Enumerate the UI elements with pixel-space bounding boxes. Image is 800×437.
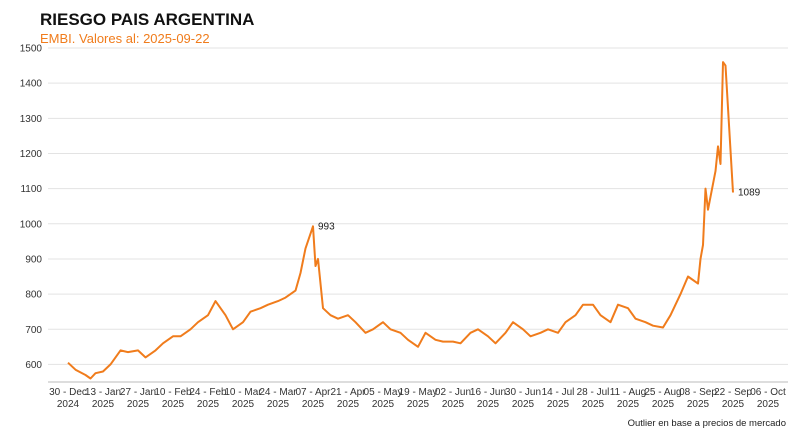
x-tick-year: 2025 xyxy=(512,399,535,410)
x-tick-label: 10 - Mar xyxy=(224,387,262,398)
x-tick-label: 24 - Mar xyxy=(259,387,297,398)
x-tick-year: 2025 xyxy=(267,399,290,410)
y-tick-label: 900 xyxy=(25,254,42,265)
x-tick-label: 16 - Jun xyxy=(470,387,506,398)
y-axis: 600 700 800 900 1000 1100 1200 1300 1400 1500 xyxy=(20,44,43,371)
x-tick-year: 2025 xyxy=(722,399,745,410)
x-tick-label: 28 - Jul xyxy=(577,387,610,398)
y-tick-label: 800 xyxy=(25,290,42,301)
x-tick-year: 2025 xyxy=(477,399,500,410)
x-tick-label: 05 - May xyxy=(364,387,403,398)
x-tick-label: 08 - Sep xyxy=(679,387,717,398)
x-tick-year: 2025 xyxy=(372,399,395,410)
x-tick-year: 2025 xyxy=(757,399,780,410)
x-tick-year: 2025 xyxy=(442,399,465,410)
x-tick-year: 2025 xyxy=(617,399,640,410)
x-tick-year: 2025 xyxy=(582,399,605,410)
x-tick-label: 30 - Dec xyxy=(49,387,87,398)
chart-title: RIESGO PAIS ARGENTINA xyxy=(40,10,255,29)
y-tick-label: 600 xyxy=(25,360,42,371)
y-tick-label: 1100 xyxy=(20,184,42,195)
chart-footnote: Outlier en base a precios de mercado xyxy=(627,418,786,429)
x-tick-label: 06 - Oct xyxy=(750,387,786,398)
x-tick-label: 21 - Apr xyxy=(330,387,366,398)
x-tick-label: 27 - Jan xyxy=(120,387,156,398)
x-tick-year: 2025 xyxy=(687,399,710,410)
y-tick-label: 1200 xyxy=(20,149,43,160)
gridlines xyxy=(48,47,788,383)
x-tick-year: 2025 xyxy=(337,399,360,410)
x-tick-label: 24 - Feb xyxy=(189,387,227,398)
chart-subtitle: EMBI. Valores al: 2025-09-22 xyxy=(40,31,210,46)
x-tick-label: 02 - Jun xyxy=(435,387,471,398)
x-tick-label: 22 - Sep xyxy=(714,387,752,398)
x-tick-label: 30 - Jun xyxy=(505,387,541,398)
y-tick-label: 1300 xyxy=(20,114,43,125)
value-annotation: 1089 xyxy=(738,187,761,198)
y-tick-label: 700 xyxy=(25,325,42,336)
x-tick-label: 11 - Aug xyxy=(610,387,647,398)
x-tick-year: 2025 xyxy=(302,399,325,410)
x-tick-year: 2025 xyxy=(652,399,675,410)
y-tick-label: 1400 xyxy=(20,79,43,90)
value-annotation: 993 xyxy=(318,221,335,232)
x-tick-year: 2025 xyxy=(197,399,220,410)
x-tick-label: 14 - Jul xyxy=(542,387,575,398)
x-tick-label: 25 - Aug xyxy=(644,387,681,398)
y-tick-label: 1000 xyxy=(20,219,43,230)
x-tick-year: 2024 xyxy=(57,399,80,410)
x-tick-label: 07 - Apr xyxy=(295,387,331,398)
x-tick-label: 10 - Feb xyxy=(154,387,192,398)
x-tick-year: 2025 xyxy=(547,399,570,410)
x-tick-year: 2025 xyxy=(127,399,150,410)
annotations: 993 1089 xyxy=(318,187,761,232)
x-tick-label: 19 - May xyxy=(399,387,438,398)
x-tick-year: 2025 xyxy=(92,399,115,410)
x-tick-year: 2025 xyxy=(162,399,185,410)
y-tick-label: 1500 xyxy=(20,44,43,55)
x-tick-label: 13 - Jan xyxy=(85,387,121,398)
x-tick-year: 2025 xyxy=(407,399,430,410)
series-line xyxy=(67,61,734,380)
x-tick-year: 2025 xyxy=(232,399,255,410)
